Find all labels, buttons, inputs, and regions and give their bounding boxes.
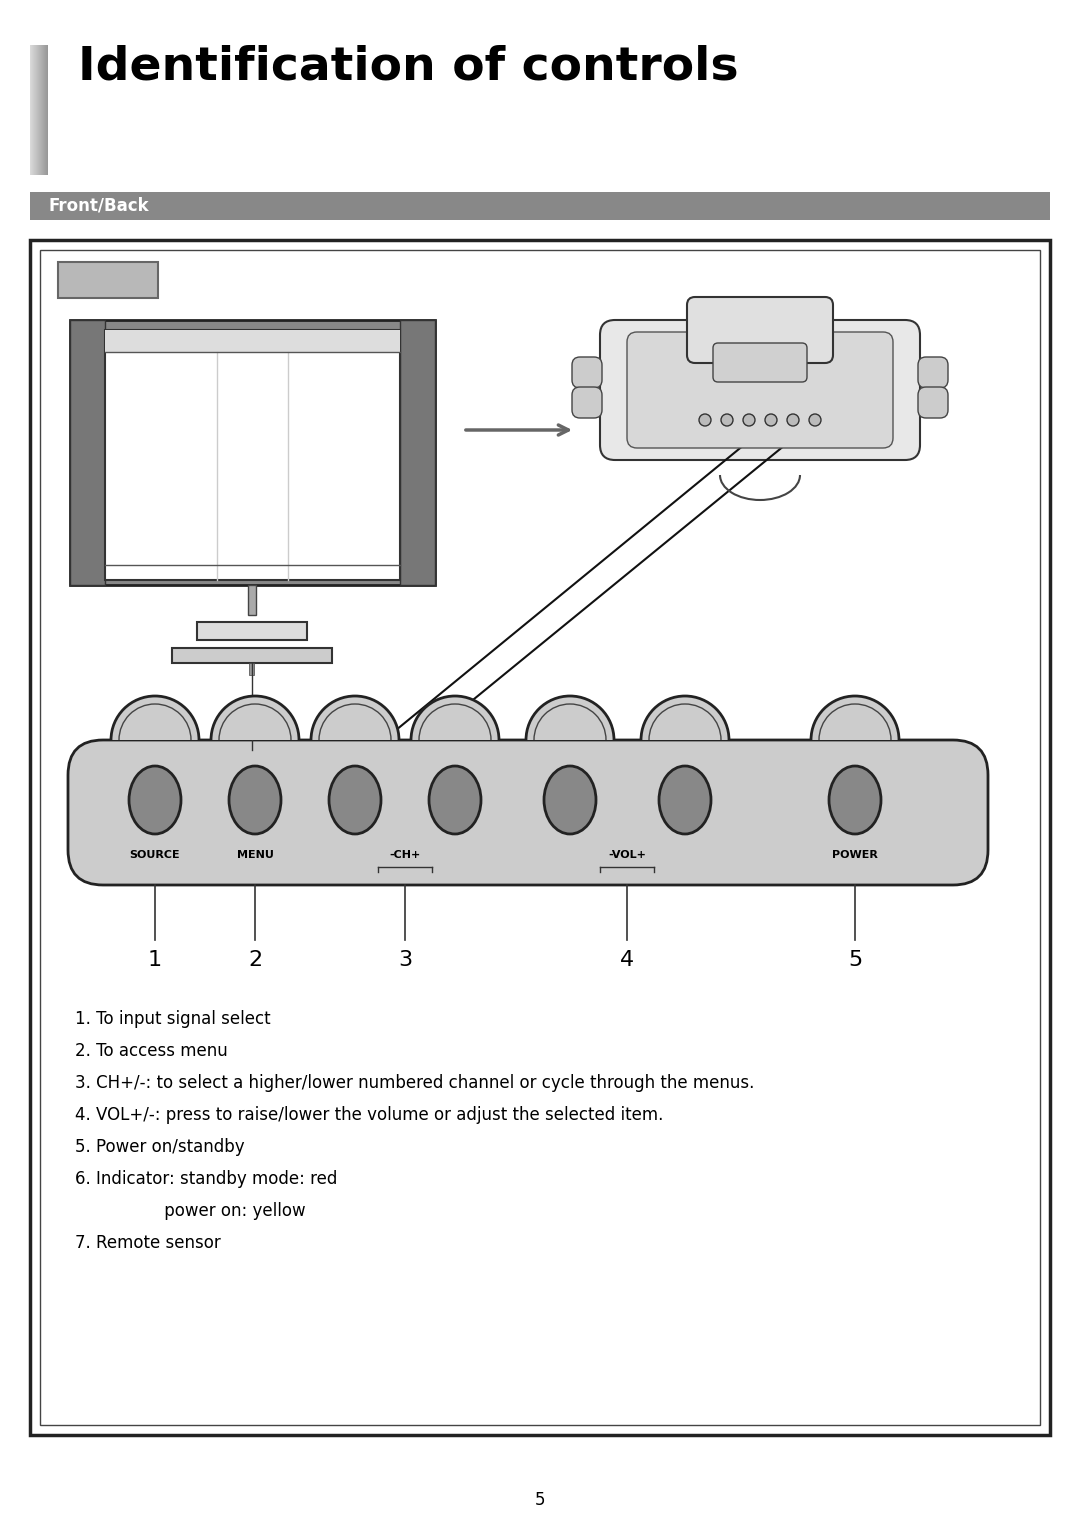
- Text: 3. CH+/-: to select a higher/lower numbered channel or cycle through the menus.: 3. CH+/-: to select a higher/lower numbe…: [75, 1073, 754, 1092]
- Text: 4. VOL+/-: press to raise/lower the volume or adjust the selected item.: 4. VOL+/-: press to raise/lower the volu…: [75, 1106, 663, 1124]
- Bar: [58, 263, 158, 298]
- Text: 5: 5: [535, 1490, 545, 1509]
- FancyBboxPatch shape: [713, 344, 807, 382]
- Bar: [248, 585, 256, 615]
- Ellipse shape: [829, 767, 881, 834]
- Circle shape: [765, 414, 777, 426]
- Text: 7: 7: [260, 731, 270, 750]
- Text: -VOL+: -VOL+: [608, 851, 646, 860]
- Text: 6: 6: [260, 705, 270, 724]
- FancyBboxPatch shape: [687, 296, 833, 363]
- Bar: [400, 321, 435, 585]
- Circle shape: [699, 414, 711, 426]
- Wedge shape: [311, 696, 399, 741]
- Wedge shape: [111, 696, 199, 741]
- Text: power on: yellow: power on: yellow: [75, 1202, 306, 1220]
- Text: POWER: POWER: [832, 851, 878, 860]
- Ellipse shape: [329, 767, 381, 834]
- Wedge shape: [411, 696, 499, 741]
- Ellipse shape: [229, 767, 281, 834]
- Text: MENU: MENU: [237, 851, 273, 860]
- Text: 5. Power on/standby: 5. Power on/standby: [75, 1138, 245, 1156]
- Text: 3: 3: [397, 950, 413, 970]
- Bar: [249, 663, 254, 675]
- Text: -CH+: -CH+: [390, 851, 420, 860]
- Wedge shape: [211, 696, 299, 741]
- Text: Front/Back: Front/Back: [48, 197, 149, 215]
- FancyBboxPatch shape: [572, 357, 602, 388]
- FancyBboxPatch shape: [918, 357, 948, 388]
- Bar: [30, 192, 1050, 220]
- Ellipse shape: [544, 767, 596, 834]
- Wedge shape: [642, 696, 729, 741]
- Ellipse shape: [129, 767, 181, 834]
- Text: 2: 2: [248, 950, 262, 970]
- Text: 5: 5: [848, 950, 862, 970]
- Bar: [70, 321, 105, 585]
- Wedge shape: [811, 696, 899, 741]
- Bar: [105, 330, 400, 580]
- Text: 1. To input signal select: 1. To input signal select: [75, 1009, 271, 1028]
- Text: 4: 4: [620, 950, 634, 970]
- Text: 7. Remote sensor: 7. Remote sensor: [75, 1234, 220, 1252]
- Text: Identification of controls: Identification of controls: [78, 44, 739, 90]
- Text: 2. To access menu: 2. To access menu: [75, 1041, 228, 1060]
- Bar: [105, 330, 400, 353]
- Circle shape: [809, 414, 821, 426]
- Circle shape: [787, 414, 799, 426]
- Ellipse shape: [659, 767, 711, 834]
- Text: SOURCE: SOURCE: [130, 851, 180, 860]
- FancyBboxPatch shape: [918, 386, 948, 418]
- Circle shape: [743, 414, 755, 426]
- Bar: [40, 250, 1040, 1425]
- FancyBboxPatch shape: [572, 386, 602, 418]
- Text: 1: 1: [148, 950, 162, 970]
- Bar: [197, 621, 307, 640]
- FancyBboxPatch shape: [68, 741, 988, 886]
- Circle shape: [721, 414, 733, 426]
- Text: 6. Indicator: standby mode: red: 6. Indicator: standby mode: red: [75, 1170, 337, 1188]
- Bar: [70, 321, 435, 585]
- Wedge shape: [526, 696, 615, 741]
- Text: Front: Front: [79, 270, 137, 290]
- FancyBboxPatch shape: [627, 331, 893, 447]
- Bar: [172, 647, 332, 663]
- Bar: [30, 240, 1050, 1435]
- FancyBboxPatch shape: [600, 321, 920, 460]
- Ellipse shape: [429, 767, 481, 834]
